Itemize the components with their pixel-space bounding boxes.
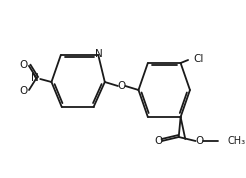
Text: O: O bbox=[154, 136, 162, 146]
Text: N: N bbox=[95, 49, 103, 59]
Text: O: O bbox=[118, 81, 126, 91]
Text: O: O bbox=[19, 86, 28, 96]
Text: N: N bbox=[31, 73, 38, 83]
Text: Cl: Cl bbox=[194, 54, 204, 64]
Text: O: O bbox=[195, 136, 203, 146]
Text: O: O bbox=[19, 60, 28, 70]
Text: CH₃: CH₃ bbox=[227, 136, 246, 146]
